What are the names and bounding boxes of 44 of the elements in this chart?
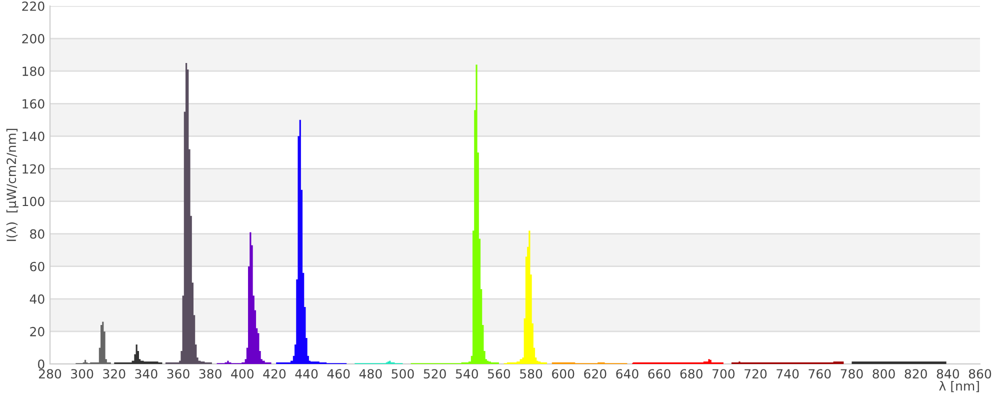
y-tick-label: 140 [22, 132, 44, 142]
y-tick-label: 100 [22, 196, 44, 206]
x-tick-label: 460 [327, 369, 350, 379]
x-tick-label: 800 [872, 369, 895, 379]
x-tick-label: 640 [616, 369, 638, 379]
x-tick-label: 560 [488, 369, 510, 379]
x-tick-label: 300 [71, 369, 94, 379]
x-tick-label: 660 [648, 369, 670, 379]
x-tick-label: 480 [359, 369, 382, 379]
x-tick-label: 780 [840, 369, 863, 379]
y-tick-label: 80 [30, 229, 44, 239]
x-tick-label: 340 [135, 369, 158, 379]
y-tick-label: 220 [22, 1, 44, 11]
y-tick-label: 40 [30, 294, 44, 304]
x-tick-label: 840 [936, 369, 960, 379]
x-axis-title: λ [nm] [939, 380, 979, 392]
x-tick-label: 540 [456, 369, 478, 379]
x-tick-label: 440 [295, 369, 318, 379]
x-tick-label: 360 [167, 369, 190, 379]
y-tick-label: 180 [22, 66, 44, 76]
x-tick-label: 380 [199, 369, 222, 379]
y-axis-title: I(λ) [µW/cm2/nm] [6, 128, 18, 241]
x-tick-label: 700 [712, 369, 735, 379]
x-tick-label: 680 [680, 369, 702, 379]
x-tick-label: 520 [424, 369, 446, 379]
x-tick-label: 280 [38, 369, 62, 379]
y-tick-label: 120 [22, 164, 44, 174]
x-tick-label: 500 [392, 369, 414, 379]
y-tick-label: 200 [22, 34, 44, 44]
y-tick-label: 60 [30, 262, 44, 272]
x-tick-label: 760 [808, 369, 831, 379]
y-tick-label: 20 [30, 326, 44, 336]
x-tick-label: 620 [584, 369, 606, 379]
x-tick-label: 740 [776, 369, 799, 379]
x-tick-label: 820 [904, 369, 927, 379]
x-tick-label: 580 [520, 369, 542, 379]
y-tick-label: 160 [22, 99, 44, 109]
x-tick-label: 420 [263, 369, 286, 379]
x-tick-label: 400 [231, 369, 254, 379]
x-tick-label: 720 [744, 369, 767, 379]
x-tick-label: 600 [552, 369, 574, 379]
x-tick-label: 860 [968, 369, 992, 379]
x-tick-label: 320 [103, 369, 126, 379]
y-tick-label: 0 [38, 359, 44, 369]
